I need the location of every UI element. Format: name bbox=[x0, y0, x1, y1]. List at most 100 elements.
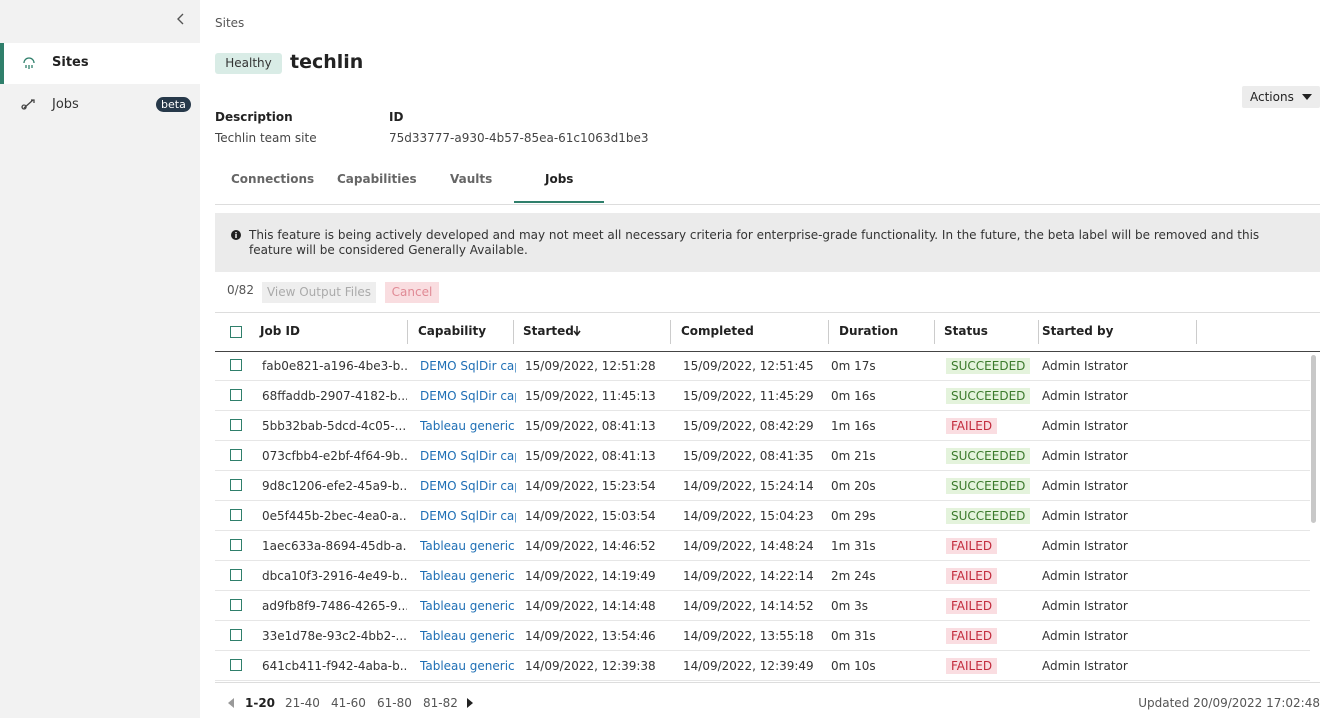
table-cell: 15/09/2022, 08:42:29 bbox=[683, 419, 814, 433]
table-bottom bbox=[215, 682, 1320, 683]
row-checkbox[interactable] bbox=[230, 569, 242, 581]
capability-link[interactable]: DEMO SqlDir cap bbox=[420, 449, 516, 463]
column-header[interactable]: Capability bbox=[418, 324, 487, 338]
status-badge: FAILED bbox=[946, 598, 998, 614]
selection-bar bbox=[0, 43, 4, 84]
capability-link[interactable]: DEMO SqlDir cap bbox=[420, 509, 516, 523]
table-cell: 0m 17s bbox=[831, 359, 876, 373]
table-cell: Admin Istrator bbox=[1042, 449, 1128, 463]
row-checkbox[interactable] bbox=[230, 659, 242, 671]
page-link[interactable]: 21-40 bbox=[285, 696, 320, 710]
table-cell: ad9fb8f9-7486-4265-9... bbox=[262, 599, 407, 613]
capability-link[interactable]: Tableau generic c bbox=[420, 629, 516, 643]
table-cell: 15/09/2022, 11:45:13 bbox=[525, 389, 656, 403]
row-checkbox[interactable] bbox=[230, 599, 242, 611]
next-page[interactable] bbox=[466, 697, 474, 709]
actions-button[interactable]: Actions bbox=[1242, 86, 1320, 108]
table-row: dbca10f3-2916-4e49-b... Tableau generic c… bbox=[215, 561, 1310, 591]
column-header[interactable]: Job ID bbox=[260, 324, 300, 338]
collapse-button[interactable] bbox=[174, 12, 188, 26]
table-cell: 14/09/2022, 15:04:23 bbox=[683, 509, 814, 523]
table-row: 33e1d78e-93c2-4bb2-... Tableau generic c 1… bbox=[215, 621, 1310, 651]
table-row: fab0e821-a196-4be3-b... DEMO SqlDir cap 15… bbox=[215, 351, 1310, 381]
table-cell: 14/09/2022, 13:54:46 bbox=[525, 629, 656, 643]
table-cell: 0m 31s bbox=[831, 629, 876, 643]
table-cell: 0e5f445b-2bec-4ea0-a... bbox=[262, 509, 407, 523]
table-cell: Admin Istrator bbox=[1042, 629, 1128, 643]
row-checkbox[interactable] bbox=[230, 509, 242, 521]
column-divider bbox=[513, 320, 514, 344]
info-icon bbox=[231, 230, 241, 240]
table-row: ad9fb8f9-7486-4265-9... Tableau generic c… bbox=[215, 591, 1310, 621]
status-badge: Healthy bbox=[215, 53, 282, 74]
tab[interactable]: Vaults bbox=[450, 172, 493, 186]
row-checkbox[interactable] bbox=[230, 539, 242, 551]
capability-link[interactable]: DEMO SqlDir cap bbox=[420, 479, 516, 493]
column-header[interactable]: Status bbox=[944, 324, 988, 338]
column-header[interactable]: Completed bbox=[681, 324, 754, 338]
column-header[interactable]: Started by bbox=[1042, 324, 1114, 338]
table-cell: 1m 16s bbox=[831, 419, 876, 433]
table-cell: 15/09/2022, 11:45:29 bbox=[683, 389, 814, 403]
row-checkbox[interactable] bbox=[230, 629, 242, 641]
table-cell: 0m 10s bbox=[831, 659, 876, 673]
table-header: Job ID Capability Started Completed Duration… bbox=[215, 312, 1320, 352]
capability-link[interactable]: DEMO SqlDir cap bbox=[420, 359, 516, 373]
updated-time: Updated 20/09/2022 17:02:48 bbox=[1138, 696, 1320, 710]
selected-count: 0/82 bbox=[227, 283, 254, 297]
column-divider bbox=[934, 320, 935, 344]
column-divider bbox=[1196, 320, 1197, 344]
table-cell: 5bb32bab-5dcd-4c05-... bbox=[262, 419, 407, 433]
capability-link[interactable]: Tableau generic c bbox=[420, 599, 516, 613]
table-cell: Admin Istrator bbox=[1042, 659, 1128, 673]
status-badge: SUCCEEDED bbox=[946, 508, 1031, 524]
table-row: 1aec633a-8694-45db-a... Tableau generic c… bbox=[215, 531, 1310, 561]
table-cell: 15/09/2022, 12:51:45 bbox=[683, 359, 814, 373]
column-header[interactable]: Duration bbox=[839, 324, 899, 338]
table-cell: Admin Istrator bbox=[1042, 509, 1128, 523]
nav-item-selected[interactable]: Sites bbox=[0, 43, 200, 84]
table-cell: Admin Istrator bbox=[1042, 569, 1128, 583]
capability-link[interactable]: DEMO SqlDir cap bbox=[420, 389, 516, 403]
table-cell: 14/09/2022, 14:19:49 bbox=[525, 569, 656, 583]
table-cell: 2m 24s bbox=[831, 569, 876, 583]
column-divider bbox=[1038, 320, 1039, 344]
tab[interactable]: Capabilities bbox=[337, 172, 417, 186]
table-cell: Admin Istrator bbox=[1042, 539, 1128, 553]
nav-item[interactable]: Jobs beta bbox=[0, 84, 200, 125]
tab[interactable]: Jobs bbox=[545, 172, 574, 186]
row-checkbox[interactable] bbox=[230, 479, 242, 491]
column-divider bbox=[407, 320, 408, 344]
table-cell: 15/09/2022, 08:41:13 bbox=[525, 419, 656, 433]
column-header[interactable]: Started bbox=[523, 324, 574, 338]
tab[interactable]: Connections bbox=[231, 172, 315, 186]
capability-link[interactable]: Tableau generic c bbox=[420, 569, 516, 583]
tab-underline bbox=[514, 201, 604, 203]
page-link[interactable]: 41-60 bbox=[331, 696, 366, 710]
table-cell: 14/09/2022, 14:14:52 bbox=[683, 599, 814, 613]
scrollbar[interactable] bbox=[1311, 355, 1316, 523]
cancel-button[interactable]: Cancel bbox=[385, 282, 439, 303]
status-badge: FAILED bbox=[946, 568, 998, 584]
table-cell: 0m 21s bbox=[831, 449, 876, 463]
page-link[interactable]: 1-20 bbox=[245, 696, 276, 710]
capability-link[interactable]: Tableau generic c bbox=[420, 539, 516, 553]
row-checkbox[interactable] bbox=[230, 389, 242, 401]
page-link[interactable]: 81-82 bbox=[423, 696, 458, 710]
row-checkbox[interactable] bbox=[230, 359, 242, 371]
breadcrumb[interactable]: Sites bbox=[215, 16, 245, 30]
capability-link[interactable]: Tableau generic c bbox=[420, 659, 516, 673]
page-link[interactable]: 61-80 bbox=[377, 696, 412, 710]
table-cell: Admin Istrator bbox=[1042, 419, 1128, 433]
detail-label: Description bbox=[215, 110, 293, 124]
view-output-button[interactable]: View Output Files bbox=[262, 282, 376, 303]
table-cell: 15/09/2022, 12:51:28 bbox=[525, 359, 656, 373]
row-checkbox[interactable] bbox=[230, 419, 242, 431]
jobs-icon bbox=[21, 99, 35, 110]
select-all-checkbox[interactable] bbox=[230, 326, 242, 338]
row-checkbox[interactable] bbox=[230, 449, 242, 461]
prev-page[interactable] bbox=[227, 697, 235, 709]
table-cell: 14/09/2022, 14:22:14 bbox=[683, 569, 814, 583]
capability-link[interactable]: Tableau generic c bbox=[420, 419, 516, 433]
table-cell: 14/09/2022, 15:23:54 bbox=[525, 479, 656, 493]
